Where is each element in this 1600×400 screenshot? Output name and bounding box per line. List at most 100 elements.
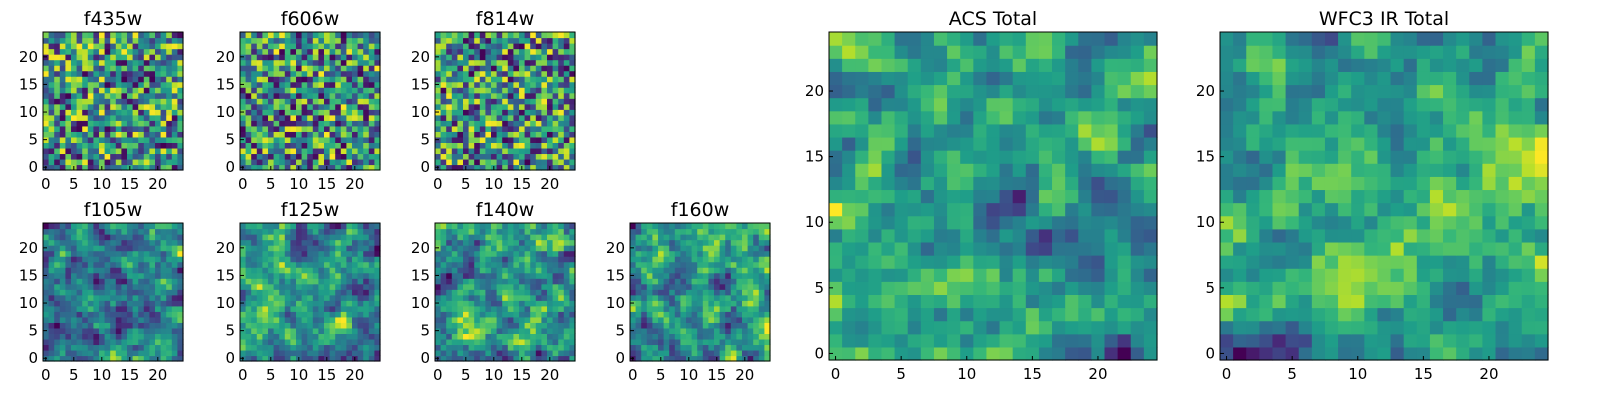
heatmap-cell [273,311,280,318]
heatmap-cell [240,333,247,340]
heatmap-cell [719,355,726,362]
heatmap-cell [138,98,145,105]
heatmap-cell [335,76,342,83]
heatmap-cell [513,294,520,301]
heatmap-cell [1012,150,1027,164]
heatmap-cell [513,305,520,312]
heatmap-cell [507,87,514,94]
heatmap-cell [171,81,178,88]
heatmap-cell [491,103,498,110]
heatmap-cell [374,76,381,83]
heatmap-cell [251,98,258,105]
heatmap-cell [451,245,458,252]
heatmap-cell [87,338,94,346]
heatmap-cell [502,239,509,246]
heatmap-cell [93,81,100,88]
heatmap-cell [1091,123,1106,138]
heatmap-cell [719,327,726,334]
heatmap-cell [87,114,94,121]
heatmap-cell [121,120,128,127]
heatmap-cell [652,327,659,334]
heatmap-cell [87,333,94,340]
heatmap-cell [491,228,498,235]
heatmap-cell [1117,215,1132,230]
heatmap-cell [160,234,167,241]
heatmap-cell [143,103,150,110]
heatmap-cell [563,153,570,160]
heatmap-cell [558,322,565,329]
heatmap-cell [999,215,1014,230]
heatmap-cell [121,228,128,235]
heatmap-cell [324,125,331,132]
heatmap-cell [530,43,537,50]
heatmap-cell [764,349,771,357]
heatmap-cell [742,349,749,357]
heatmap-cell [541,311,548,318]
heatmap-cell [138,136,145,143]
heatmap-cell [240,37,247,44]
heatmap-cell [149,142,156,149]
heatmap-cell [329,261,336,268]
heatmap-cell [127,48,134,55]
heatmap-cell [357,338,364,346]
heatmap-cell [960,215,974,230]
heatmap-cell [357,81,364,88]
heatmap-cell [82,344,89,351]
heatmap-cell [251,234,258,241]
heatmap-cell [59,98,66,105]
heatmap-cell [451,305,458,312]
heatmap-cell [1052,163,1066,177]
heatmap-cell [947,176,961,191]
heatmap-cell [177,120,184,127]
heatmap-cell [563,267,570,274]
heatmap-cell [374,153,381,160]
heatmap-cell [143,43,150,50]
heatmap-cell [76,136,83,143]
heatmap-cell [435,92,442,99]
heatmap-cell [76,311,83,318]
heatmap-cell [736,294,743,301]
heatmap-cell [99,245,106,252]
heatmap-cell [474,223,481,230]
heatmap-cell [635,333,642,340]
heatmap-cell [307,278,314,285]
heatmap-cell [973,163,988,177]
heatmap-cell [171,98,178,105]
heatmap-cell [547,239,554,246]
heatmap-cell [960,228,974,243]
heatmap-cell [374,223,381,230]
heatmap-cell [440,305,447,312]
heatmap-cell [251,114,258,121]
heatmap-cell [719,322,726,329]
heatmap-cell [1143,176,1158,191]
heatmap-cell [340,261,347,268]
heatmap-cell [524,300,531,307]
heatmap-cell [143,76,150,83]
heatmap-cell [933,136,948,151]
heatmap-cell [307,76,314,83]
heatmap-cell [446,136,453,143]
heatmap-cell [742,289,749,296]
heatmap-cell [284,239,291,246]
heatmap-cell [435,131,442,138]
heatmap-cell [76,322,83,329]
heatmap-cell [166,338,173,346]
heatmap-cell [435,43,442,50]
heatmap-cell [301,70,308,77]
heatmap-cell [435,344,442,351]
heatmap-cell [340,76,347,83]
heatmap-cell [513,59,520,66]
heatmap-cell [758,245,765,252]
heatmap-cell [290,300,297,307]
heatmap-cell [171,76,178,83]
heatmap-cell [641,239,648,246]
heatmap-cell [290,131,297,138]
heatmap-cell [312,147,319,155]
heatmap-cell [82,43,89,50]
heatmap-cell [552,234,559,241]
heatmap-cell [115,98,122,105]
heatmap-cell [54,272,61,279]
heatmap-cell [535,278,542,285]
heatmap-cell [138,311,145,318]
x-tick-label: 0 [628,366,638,384]
